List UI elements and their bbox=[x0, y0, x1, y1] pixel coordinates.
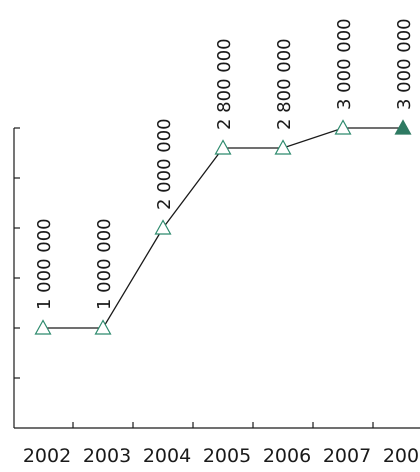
x-tick-label: 2004 bbox=[143, 445, 191, 467]
y-axis-ticks bbox=[14, 127, 20, 379]
data-point-marker bbox=[214, 139, 232, 155]
data-point-marker bbox=[154, 219, 172, 235]
x-tick-label: 2002 bbox=[23, 445, 71, 467]
x-tick-label: 2008 bbox=[383, 445, 420, 467]
data-point-marker bbox=[94, 319, 112, 335]
data-label: 2 000 000 bbox=[154, 118, 175, 210]
x-tick-label: 2003 bbox=[83, 445, 131, 467]
data-label: 2 800 000 bbox=[274, 38, 295, 130]
data-point-marker bbox=[274, 139, 292, 155]
data-labels: 1 000 000 1 000 000 2 000 000 2 800 000 2 80… bbox=[34, 18, 415, 310]
data-label: 3 000 000 bbox=[394, 18, 415, 110]
data-point-marker bbox=[34, 319, 52, 335]
x-tick-label: 2005 bbox=[203, 445, 251, 467]
x-tick-label: 2006 bbox=[263, 445, 311, 467]
chart-axes bbox=[13, 128, 420, 429]
data-label: 1 000 000 bbox=[34, 218, 55, 310]
data-point-marker bbox=[394, 119, 412, 135]
x-tick-label: 2007 bbox=[323, 445, 371, 467]
data-label: 3 000 000 bbox=[334, 18, 355, 110]
data-point-marker bbox=[334, 119, 352, 135]
x-axis-ticks bbox=[72, 422, 374, 428]
data-points bbox=[34, 119, 412, 335]
x-tick-labels: 2002 2003 2004 2005 2006 2007 2008 bbox=[23, 445, 420, 467]
data-label: 1 000 000 bbox=[94, 218, 115, 310]
data-label: 2 800 000 bbox=[214, 38, 235, 130]
